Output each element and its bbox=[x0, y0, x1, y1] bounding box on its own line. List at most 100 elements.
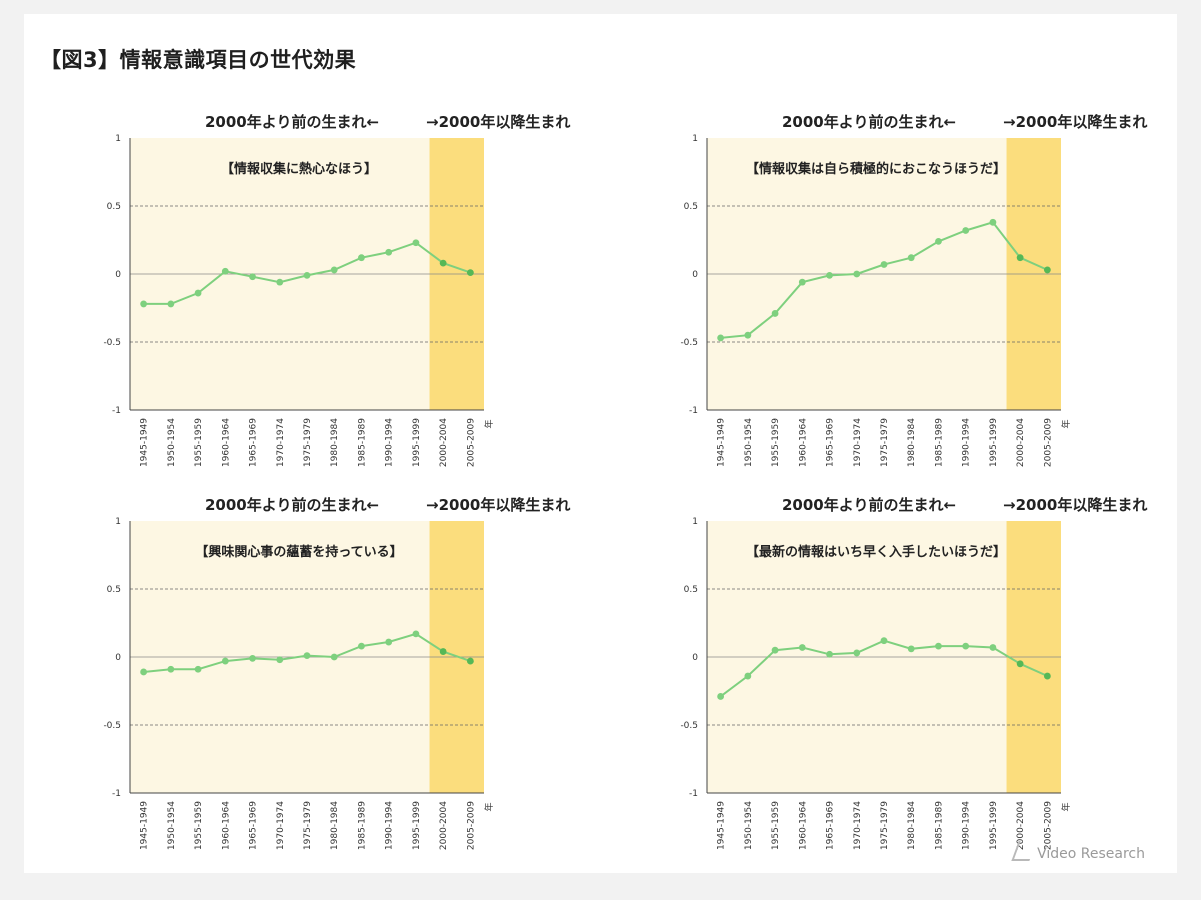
caption-before-2000: 2000年より前の生まれ← bbox=[205, 113, 380, 131]
caption-after-2000: →2000年以降生まれ bbox=[1003, 113, 1148, 131]
chart-svg: 1 0.5 0 -0.5 -1 1945-1949 1950-1954 1955-1959 19… bbox=[680, 517, 1072, 850]
data-point bbox=[717, 693, 725, 700]
x-tick-label: 1945-1949 bbox=[717, 418, 727, 467]
y-tick-label: 0.5 bbox=[684, 202, 698, 212]
data-point bbox=[412, 239, 420, 247]
data-point bbox=[907, 645, 915, 653]
data-point bbox=[221, 267, 229, 275]
data-point bbox=[330, 266, 338, 274]
y-tick-label: 1 bbox=[692, 134, 698, 144]
y-tick-label: 0 bbox=[692, 653, 698, 663]
x-tick-label: 1950-1954 bbox=[744, 418, 754, 467]
x-tick-label: 1955-1959 bbox=[771, 418, 781, 467]
y-tick-label: 0.5 bbox=[107, 202, 121, 212]
data-point bbox=[466, 657, 474, 665]
x-tick-label: 1945-1949 bbox=[717, 801, 727, 850]
chart-panel-4: 2000年より前の生まれ← →2000年以降生まれ 1 0.5 0 -0.5 -1 1945-… bbox=[680, 491, 1201, 861]
data-point bbox=[962, 642, 970, 650]
data-point bbox=[249, 654, 256, 662]
data-point bbox=[798, 278, 806, 286]
x-tick-label: 1985-1989 bbox=[357, 801, 367, 850]
y-tick-label: 1 bbox=[692, 517, 698, 527]
x-tick-label: 1990-1994 bbox=[385, 801, 395, 850]
data-point bbox=[221, 657, 229, 665]
x-tick-label: 1955-1959 bbox=[194, 801, 204, 850]
data-point bbox=[880, 637, 888, 645]
x-tick-label: 2000-2004 bbox=[1016, 801, 1026, 850]
x-tick-label: 1980-1984 bbox=[907, 418, 917, 467]
x-tick-label: 1990-1994 bbox=[385, 418, 395, 467]
x-tick-label: 1975-1979 bbox=[880, 801, 890, 850]
data-point bbox=[744, 672, 752, 680]
x-tick-label: 1970-1974 bbox=[853, 418, 863, 467]
y-tick-label: 0 bbox=[115, 270, 121, 280]
x-tick-label: 1950-1954 bbox=[167, 418, 177, 467]
x-tick-label: 1950-1954 bbox=[167, 801, 177, 850]
data-point bbox=[276, 656, 284, 664]
y-tick-label: -1 bbox=[112, 789, 121, 799]
x-tick-label: 1965-1969 bbox=[826, 418, 836, 467]
x-tick-label: 2000-2004 bbox=[439, 418, 449, 467]
logo-text: Video Research bbox=[1037, 846, 1145, 862]
x-tick-label: 1995-1999 bbox=[412, 801, 422, 850]
x-tick-label: 1955-1959 bbox=[771, 801, 781, 850]
data-point bbox=[276, 278, 284, 286]
data-point bbox=[935, 237, 942, 245]
data-point bbox=[439, 259, 447, 267]
x-tick-label: 2005-2009 bbox=[1043, 801, 1053, 850]
x-tick-label: 1960-1964 bbox=[221, 418, 231, 467]
x-tick-label: 1970-1974 bbox=[853, 801, 863, 850]
x-tick-label: 1975-1979 bbox=[303, 418, 313, 467]
caption-after-2000: →2000年以降生まれ bbox=[1003, 496, 1148, 514]
data-point bbox=[249, 273, 256, 281]
y-tick-label: -1 bbox=[689, 406, 698, 416]
y-tick-label: -0.5 bbox=[103, 721, 121, 731]
x-tick-label: 1975-1979 bbox=[303, 801, 313, 850]
data-point bbox=[303, 271, 311, 279]
y-tick-label: -1 bbox=[112, 406, 121, 416]
data-point bbox=[907, 254, 915, 262]
data-point bbox=[989, 644, 997, 651]
data-point bbox=[1043, 266, 1051, 274]
data-point bbox=[826, 271, 833, 279]
x-tick-label: 1985-1989 bbox=[934, 418, 944, 467]
data-point bbox=[385, 638, 393, 646]
y-tick-label: -0.5 bbox=[680, 338, 698, 348]
data-point bbox=[989, 218, 997, 226]
chart-title: 【興味関心事の蘊蓄を持っている】 bbox=[195, 545, 403, 560]
data-point bbox=[771, 646, 779, 654]
data-point bbox=[140, 668, 148, 676]
y-tick-label: -1 bbox=[689, 789, 698, 799]
data-point bbox=[826, 650, 833, 658]
y-tick-label: -0.5 bbox=[680, 721, 698, 731]
x-tick-label: 1945-1949 bbox=[140, 801, 150, 850]
data-point bbox=[194, 665, 202, 673]
x-tick-label: 1980-1984 bbox=[907, 801, 917, 850]
data-point bbox=[771, 310, 779, 317]
data-point bbox=[1043, 672, 1051, 680]
x-tick-label: 1995-1999 bbox=[989, 418, 999, 467]
chart-panel-3: 2000年より前の生まれ← →2000年以降生まれ 1 0.5 0 -0.5 -1 1945-… bbox=[103, 491, 665, 861]
caption-before-2000: 2000年より前の生まれ← bbox=[782, 113, 957, 131]
caption-after-2000: →2000年以降生まれ bbox=[426, 113, 571, 131]
x-tick-label: 1965-1969 bbox=[826, 801, 836, 850]
x-tick-label: 1995-1999 bbox=[412, 418, 422, 467]
data-point bbox=[962, 227, 970, 234]
x-unit-label: 年 bbox=[1060, 802, 1072, 811]
y-tick-label: 1 bbox=[115, 517, 121, 527]
chart-svg: 1 0.5 0 -0.5 -1 1945-1949 1950-1954 1955-1959 19… bbox=[103, 134, 495, 467]
x-tick-label: 2000-2004 bbox=[439, 801, 449, 850]
data-point bbox=[167, 665, 175, 673]
y-tick-label: 1 bbox=[115, 134, 121, 144]
y-tick-label: 0.5 bbox=[684, 585, 698, 595]
data-point bbox=[880, 261, 888, 268]
chart-svg: 1 0.5 0 -0.5 -1 1945-1949 1950-1954 1955-1959 19… bbox=[103, 517, 495, 850]
data-point bbox=[412, 630, 420, 638]
caption-before-2000: 2000年より前の生まれ← bbox=[782, 496, 957, 514]
caption-after-2000: →2000年以降生まれ bbox=[426, 496, 571, 514]
x-tick-label: 1950-1954 bbox=[744, 801, 754, 850]
x-unit-label: 年 bbox=[1060, 419, 1072, 428]
chart-title: 【情報収集に熱心なほう】 bbox=[220, 162, 378, 177]
x-tick-label: 1960-1964 bbox=[221, 801, 231, 850]
data-point bbox=[303, 652, 311, 660]
